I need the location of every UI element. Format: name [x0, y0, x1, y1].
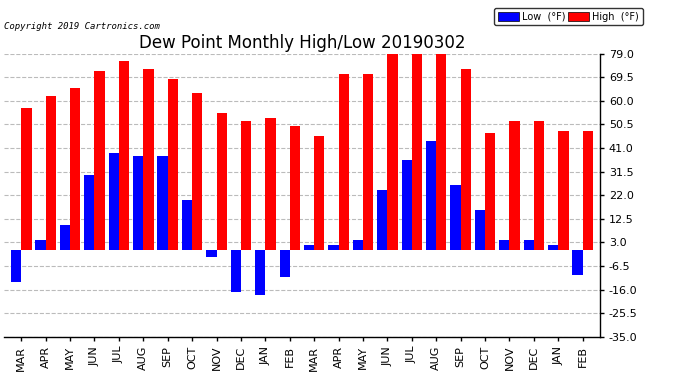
Bar: [339, 74, 349, 250]
Legend: Low  (°F), High  (°F): Low (°F), High (°F): [494, 8, 642, 26]
Bar: [192, 93, 202, 250]
Bar: [144, 69, 154, 250]
Bar: [157, 156, 168, 250]
Bar: [133, 156, 144, 250]
Bar: [582, 131, 593, 250]
Bar: [377, 190, 387, 250]
Bar: [108, 153, 119, 250]
Bar: [426, 141, 436, 250]
Bar: [290, 126, 300, 250]
Bar: [485, 133, 495, 250]
Title: Dew Point Monthly High/Low 20190302: Dew Point Monthly High/Low 20190302: [139, 34, 465, 52]
Bar: [46, 96, 56, 250]
Bar: [217, 113, 227, 250]
Bar: [387, 54, 397, 250]
Bar: [353, 240, 363, 250]
Bar: [412, 54, 422, 250]
Bar: [402, 160, 412, 250]
Bar: [182, 200, 192, 250]
Bar: [95, 71, 105, 250]
Bar: [328, 245, 339, 250]
Bar: [509, 121, 520, 250]
Bar: [475, 210, 485, 250]
Bar: [255, 250, 266, 295]
Bar: [436, 54, 446, 250]
Bar: [534, 121, 544, 250]
Bar: [573, 250, 582, 275]
Bar: [524, 240, 534, 250]
Bar: [11, 250, 21, 282]
Bar: [241, 121, 251, 250]
Bar: [230, 250, 241, 292]
Bar: [558, 131, 569, 250]
Text: Copyright 2019 Cartronics.com: Copyright 2019 Cartronics.com: [4, 22, 160, 31]
Bar: [548, 245, 558, 250]
Bar: [206, 250, 217, 257]
Bar: [266, 118, 275, 250]
Bar: [451, 185, 461, 250]
Bar: [21, 108, 32, 250]
Bar: [279, 250, 290, 277]
Bar: [304, 245, 314, 250]
Bar: [168, 78, 178, 250]
Bar: [499, 240, 509, 250]
Bar: [84, 176, 95, 250]
Bar: [119, 61, 129, 250]
Bar: [70, 88, 80, 250]
Bar: [314, 136, 324, 250]
Bar: [60, 225, 70, 250]
Bar: [363, 74, 373, 250]
Bar: [461, 69, 471, 250]
Bar: [35, 240, 46, 250]
